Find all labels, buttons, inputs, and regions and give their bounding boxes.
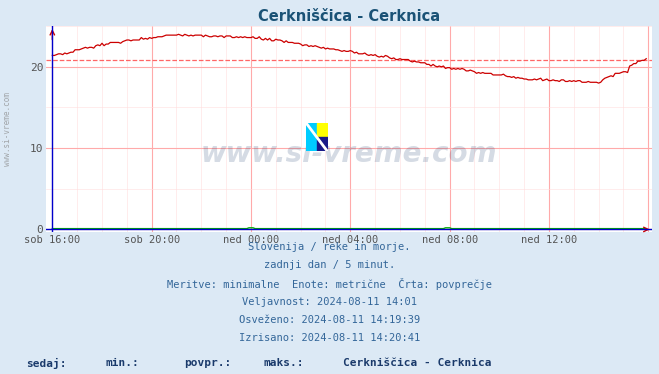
Bar: [306, 123, 317, 151]
Text: povpr.:: povpr.:: [185, 358, 232, 368]
Bar: [317, 138, 328, 151]
Text: Meritve: minimalne  Enote: metrične  Črta: povprečje: Meritve: minimalne Enote: metrične Črta:…: [167, 278, 492, 290]
Text: Cerkniščica - Cerknica: Cerkniščica - Cerknica: [343, 358, 491, 368]
Text: Slovenija / reke in morje.: Slovenija / reke in morje.: [248, 242, 411, 252]
Text: www.si-vreme.com: www.si-vreme.com: [201, 140, 498, 168]
Text: Izrisano: 2024-08-11 14:20:41: Izrisano: 2024-08-11 14:20:41: [239, 333, 420, 343]
Text: sedaj:: sedaj:: [26, 358, 67, 369]
Text: maks.:: maks.:: [264, 358, 304, 368]
Title: Cerkniščica - Cerknica: Cerkniščica - Cerknica: [258, 9, 440, 24]
Text: Osveženo: 2024-08-11 14:19:39: Osveženo: 2024-08-11 14:19:39: [239, 315, 420, 325]
Text: www.si-vreme.com: www.si-vreme.com: [3, 92, 13, 166]
Text: min.:: min.:: [105, 358, 139, 368]
Text: Veljavnost: 2024-08-11 14:01: Veljavnost: 2024-08-11 14:01: [242, 297, 417, 307]
Text: zadnji dan / 5 minut.: zadnji dan / 5 minut.: [264, 260, 395, 270]
Bar: [317, 123, 328, 138]
